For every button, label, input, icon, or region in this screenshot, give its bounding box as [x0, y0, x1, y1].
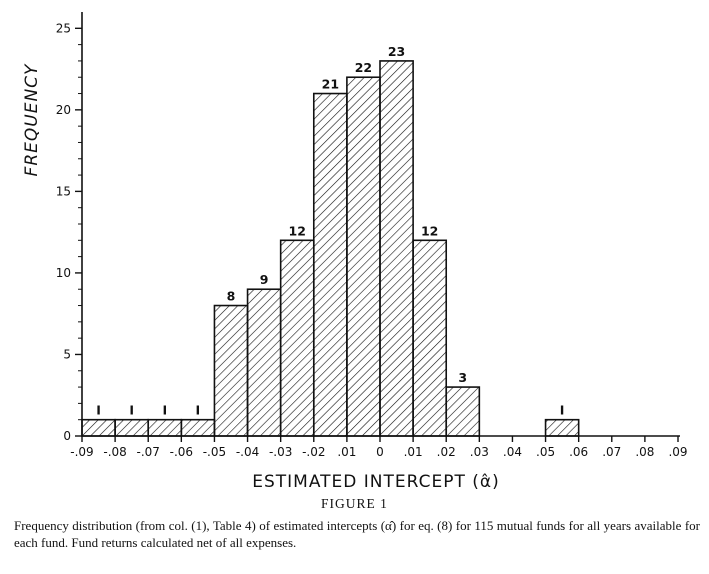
histogram-bar [147, 418, 183, 437]
x-tick-label: .01 [404, 445, 423, 459]
x-tick-label: .04 [503, 445, 522, 459]
histogram-bar [379, 60, 414, 437]
y-axis-title: FREQUENCY [22, 63, 42, 176]
y-tick-label: 20 [56, 103, 71, 117]
x-tick-label: -.04 [236, 445, 259, 459]
x-tick-label: .01 [337, 445, 356, 459]
bar-value-label: I [196, 403, 201, 418]
y-tick-label: 5 [63, 347, 71, 361]
histogram-bar [114, 418, 150, 437]
histogram-bar [81, 418, 116, 437]
x-tick-label: .07 [602, 445, 621, 459]
bar-value-label: I [162, 403, 167, 418]
histogram-bar [346, 76, 381, 437]
y-tick-label: 10 [56, 266, 71, 280]
bar-value-label: 12 [421, 223, 438, 238]
x-tick-label: -.02 [302, 445, 325, 459]
bar-value-label: I [129, 403, 134, 418]
y-tick-label: 0 [63, 429, 71, 443]
figure-caption: Frequency distribution (from col. (1), T… [14, 518, 700, 550]
x-tick-label: 0 [376, 445, 384, 459]
y-tick-label: 25 [56, 21, 71, 35]
x-tick-label: -.08 [103, 445, 126, 459]
x-ticks-group: -.09 -.08 -.07 -.06 -.05 -.04 -.03 -.02 .01 0 .01.… [70, 436, 688, 459]
bar-value-label: 3 [458, 370, 467, 385]
x-tick-label: .03 [470, 445, 489, 459]
histogram-bar [279, 239, 315, 437]
bar-labels-group: I I I I 8 9 12 21 22 23 12 3 I [96, 44, 564, 418]
bar-value-label: 9 [260, 272, 269, 287]
x-tick-label: .02 [437, 445, 456, 459]
histogram-bar [312, 92, 348, 437]
x-axis-title: ESTIMATED INTERCEPT (α̂) [252, 472, 499, 492]
bar-value-label: I [96, 403, 101, 418]
histogram-bar [213, 304, 249, 437]
histogram-bar [445, 386, 481, 437]
x-tick-label: -.09 [70, 445, 93, 459]
y-ticks-group: 0 5 10 15 20 25 [56, 21, 82, 443]
histogram-bar [180, 418, 216, 437]
x-tick-label: -.07 [137, 445, 160, 459]
y-tick-label: 15 [56, 184, 71, 198]
bar-value-label: 12 [289, 223, 306, 238]
bar-value-label: 8 [227, 289, 236, 304]
x-tick-label: .09 [668, 445, 687, 459]
x-tick-label: .08 [635, 445, 654, 459]
histogram-bar [246, 288, 282, 437]
figure-label: FIGURE 1 [321, 496, 388, 511]
bar-value-label: 23 [388, 44, 405, 59]
x-tick-label: -.06 [170, 445, 193, 459]
bar-value-label: 22 [355, 60, 372, 75]
x-tick-label: .05 [536, 445, 555, 459]
histogram-bar [412, 239, 448, 437]
bars-group [81, 60, 580, 437]
x-tick-label: -.03 [269, 445, 292, 459]
x-tick-label: .06 [569, 445, 588, 459]
histogram-bar [544, 418, 580, 437]
x-tick-label: -.05 [203, 445, 226, 459]
bar-value-label: 21 [322, 77, 339, 92]
bar-value-label: I [560, 403, 565, 418]
